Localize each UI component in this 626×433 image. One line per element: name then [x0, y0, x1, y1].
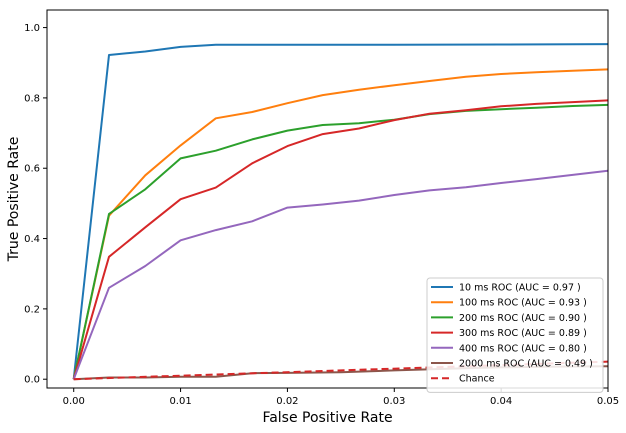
y-tick-label: 0.0: [24, 375, 40, 386]
x-tick-label: 0.04: [490, 396, 512, 407]
y-axis-title: True Positive Rate: [6, 137, 22, 263]
legend-label: 10 ms ROC (AUC = 0.97 ): [459, 283, 581, 294]
legend-label: 2000 ms ROC (AUC = 0.49 ): [459, 359, 593, 370]
x-tick-label: 0.05: [597, 396, 619, 407]
legend-label: 300 ms ROC (AUC = 0.89 ): [459, 328, 587, 339]
y-tick-label: 0.4: [24, 234, 40, 245]
y-tick-label: 1.0: [24, 23, 40, 34]
series-line-3: [72, 99, 609, 380]
series-line-2: [72, 103, 609, 380]
x-tick-label: 0.00: [63, 396, 85, 407]
y-tick-label: 0.6: [24, 164, 40, 175]
series-layer: [72, 43, 609, 381]
series-line-4: [72, 169, 609, 380]
y-axis-ticks: 0.0 0.2 0.4 0.6 0.8 1.0: [24, 23, 47, 386]
x-axis-title: False Positive Rate: [262, 410, 392, 426]
legend: 10 ms ROC (AUC = 0.97 ) 100 ms ROC (AUC =…: [426, 277, 604, 393]
legend-label: Chance: [459, 374, 495, 385]
series-line-0: [72, 43, 609, 380]
legend-label: 200 ms ROC (AUC = 0.90 ): [459, 313, 587, 324]
legend-box: [426, 277, 604, 393]
series-line-1: [72, 68, 609, 380]
x-tick-label: 0.01: [169, 396, 191, 407]
x-tick-label: 0.03: [383, 396, 405, 407]
y-tick-label: 0.2: [24, 304, 40, 315]
plot-frame: [46, 9, 609, 389]
x-tick-label: 0.02: [276, 396, 298, 407]
legend-label: 400 ms ROC (AUC = 0.80 ): [459, 343, 587, 354]
y-tick-label: 0.8: [24, 93, 40, 104]
legend-label: 100 ms ROC (AUC = 0.93 ): [459, 298, 587, 309]
